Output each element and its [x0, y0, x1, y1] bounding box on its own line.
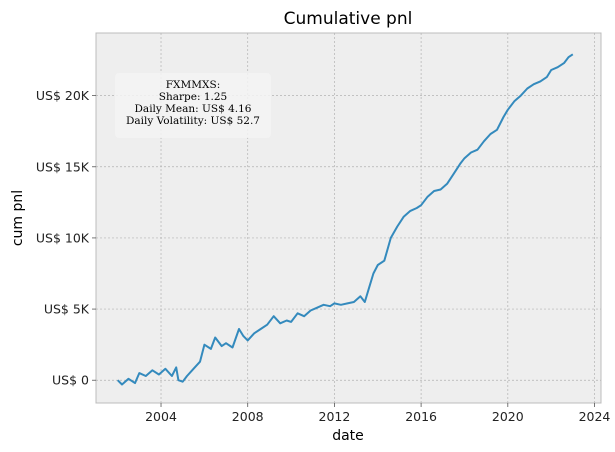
y-axis-ticks: US$ 0 US$ 5K US$ 10K US$ 15K US$ 20K	[36, 88, 96, 388]
x-tick-label: 2012	[319, 409, 351, 424]
x-tick-label: 2020	[492, 409, 524, 424]
x-axis-ticks: 2004 2008 2012 2016 2020 2024	[145, 403, 610, 424]
x-axis-label: date	[332, 428, 364, 444]
x-tick-label: 2016	[405, 409, 437, 424]
x-tick-label: 2004	[145, 409, 177, 424]
stats-line-sharpe: Sharpe: 1.25	[159, 91, 227, 103]
x-tick-label: 2008	[232, 409, 264, 424]
y-tick-label: US$ 5K	[44, 302, 90, 317]
series-line-cum-pnl	[116, 53, 574, 386]
y-tick-label: US$ 20K	[36, 88, 90, 103]
stats-annotation-box	[115, 73, 271, 138]
x-tick-label: 2024	[579, 409, 611, 424]
stats-line-daily-volatility: Daily Volatility: US$ 52.7	[126, 115, 260, 127]
chart-title: Cumulative pnl	[284, 9, 413, 29]
stats-annotation: FXMMXS: Sharpe: 1.25 Daily Mean: US$ 4.1…	[115, 73, 271, 138]
stats-line-daily-mean: Daily Mean: US$ 4.16	[135, 103, 252, 115]
y-axis-label: cum pnl	[10, 190, 26, 246]
y-tick-label: US$ 15K	[36, 159, 90, 174]
stats-line-name: FXMMXS:	[166, 79, 220, 91]
y-tick-label: US$ 0	[52, 373, 89, 388]
y-tick-label: US$ 10K	[36, 230, 90, 245]
